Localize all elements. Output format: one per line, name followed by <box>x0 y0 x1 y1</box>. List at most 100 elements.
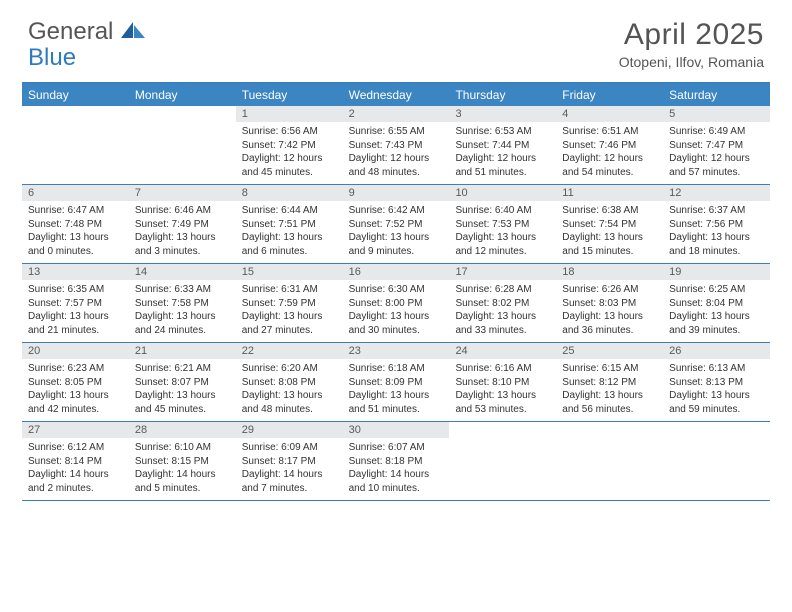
sunset-text: Sunset: 8:14 PM <box>28 455 123 469</box>
day-content: Sunrise: 6:37 AMSunset: 7:56 PMDaylight:… <box>663 201 770 262</box>
daylight-text-2: and 48 minutes. <box>242 403 337 417</box>
weekday-header: Tuesday <box>236 84 343 106</box>
day-content: Sunrise: 6:16 AMSunset: 8:10 PMDaylight:… <box>449 359 556 420</box>
daylight-text-2: and 54 minutes. <box>562 166 657 180</box>
daylight-text-1: Daylight: 13 hours <box>242 231 337 245</box>
sunrise-text: Sunrise: 6:15 AM <box>562 362 657 376</box>
day-content: Sunrise: 6:25 AMSunset: 8:04 PMDaylight:… <box>663 280 770 341</box>
sunset-text: Sunset: 8:05 PM <box>28 376 123 390</box>
day-content: Sunrise: 6:51 AMSunset: 7:46 PMDaylight:… <box>556 122 663 183</box>
sunset-text: Sunset: 7:42 PM <box>242 139 337 153</box>
logo: General <box>28 18 149 46</box>
daylight-text-1: Daylight: 12 hours <box>562 152 657 166</box>
day-number: 16 <box>343 264 450 280</box>
day-cell: 17Sunrise: 6:28 AMSunset: 8:02 PMDayligh… <box>449 264 556 342</box>
day-cell: 12Sunrise: 6:37 AMSunset: 7:56 PMDayligh… <box>663 185 770 263</box>
sunrise-text: Sunrise: 6:51 AM <box>562 125 657 139</box>
sunset-text: Sunset: 7:44 PM <box>455 139 550 153</box>
day-number: 28 <box>129 422 236 438</box>
day-cell: 6Sunrise: 6:47 AMSunset: 7:48 PMDaylight… <box>22 185 129 263</box>
daylight-text-1: Daylight: 13 hours <box>669 310 764 324</box>
day-cell: 4Sunrise: 6:51 AMSunset: 7:46 PMDaylight… <box>556 106 663 184</box>
daylight-text-1: Daylight: 12 hours <box>242 152 337 166</box>
day-number: 3 <box>449 106 556 122</box>
day-content: Sunrise: 6:42 AMSunset: 7:52 PMDaylight:… <box>343 201 450 262</box>
daylight-text-2: and 12 minutes. <box>455 245 550 259</box>
day-content: Sunrise: 6:09 AMSunset: 8:17 PMDaylight:… <box>236 438 343 499</box>
daylight-text-2: and 51 minutes. <box>455 166 550 180</box>
day-cell: 29Sunrise: 6:09 AMSunset: 8:17 PMDayligh… <box>236 422 343 500</box>
day-content: Sunrise: 6:46 AMSunset: 7:49 PMDaylight:… <box>129 201 236 262</box>
sunset-text: Sunset: 8:08 PM <box>242 376 337 390</box>
sunset-text: Sunset: 7:51 PM <box>242 218 337 232</box>
daylight-text-1: Daylight: 13 hours <box>28 231 123 245</box>
day-number: 25 <box>556 343 663 359</box>
daylight-text-2: and 30 minutes. <box>349 324 444 338</box>
day-cell: 21Sunrise: 6:21 AMSunset: 8:07 PMDayligh… <box>129 343 236 421</box>
weekday-header: Monday <box>129 84 236 106</box>
daylight-text-1: Daylight: 12 hours <box>669 152 764 166</box>
daylight-text-1: Daylight: 13 hours <box>669 389 764 403</box>
sunrise-text: Sunrise: 6:37 AM <box>669 204 764 218</box>
day-number: 18 <box>556 264 663 280</box>
week-row: 27Sunrise: 6:12 AMSunset: 8:14 PMDayligh… <box>22 422 770 501</box>
day-cell: 11Sunrise: 6:38 AMSunset: 7:54 PMDayligh… <box>556 185 663 263</box>
day-cell: 3Sunrise: 6:53 AMSunset: 7:44 PMDaylight… <box>449 106 556 184</box>
day-number: 12 <box>663 185 770 201</box>
daylight-text-2: and 7 minutes. <box>242 482 337 496</box>
sunset-text: Sunset: 8:07 PM <box>135 376 230 390</box>
day-number: 10 <box>449 185 556 201</box>
sunrise-text: Sunrise: 6:55 AM <box>349 125 444 139</box>
daylight-text-2: and 21 minutes. <box>28 324 123 338</box>
sunrise-text: Sunrise: 6:28 AM <box>455 283 550 297</box>
daylight-text-2: and 45 minutes. <box>135 403 230 417</box>
sunset-text: Sunset: 8:02 PM <box>455 297 550 311</box>
sunset-text: Sunset: 8:12 PM <box>562 376 657 390</box>
daylight-text-2: and 33 minutes. <box>455 324 550 338</box>
day-number: 11 <box>556 185 663 201</box>
day-number: 2 <box>343 106 450 122</box>
logo-text-blue: Blue <box>28 44 76 71</box>
sunrise-text: Sunrise: 6:38 AM <box>562 204 657 218</box>
sunset-text: Sunset: 8:04 PM <box>669 297 764 311</box>
daylight-text-1: Daylight: 13 hours <box>135 231 230 245</box>
daylight-text-2: and 56 minutes. <box>562 403 657 417</box>
calendar: SundayMondayTuesdayWednesdayThursdayFrid… <box>22 82 770 501</box>
sunset-text: Sunset: 8:17 PM <box>242 455 337 469</box>
sunrise-text: Sunrise: 6:16 AM <box>455 362 550 376</box>
sunset-text: Sunset: 8:18 PM <box>349 455 444 469</box>
sunrise-text: Sunrise: 6:47 AM <box>28 204 123 218</box>
day-cell: 20Sunrise: 6:23 AMSunset: 8:05 PMDayligh… <box>22 343 129 421</box>
sunset-text: Sunset: 8:15 PM <box>135 455 230 469</box>
day-content: Sunrise: 6:30 AMSunset: 8:00 PMDaylight:… <box>343 280 450 341</box>
sunrise-text: Sunrise: 6:07 AM <box>349 441 444 455</box>
location-text: Otopeni, Ilfov, Romania <box>619 54 764 70</box>
weekday-header: Wednesday <box>343 84 450 106</box>
sunset-text: Sunset: 8:10 PM <box>455 376 550 390</box>
daylight-text-1: Daylight: 14 hours <box>28 468 123 482</box>
day-cell: 14Sunrise: 6:33 AMSunset: 7:58 PMDayligh… <box>129 264 236 342</box>
sunrise-text: Sunrise: 6:46 AM <box>135 204 230 218</box>
sunset-text: Sunset: 7:56 PM <box>669 218 764 232</box>
daylight-text-1: Daylight: 13 hours <box>135 310 230 324</box>
daylight-text-1: Daylight: 13 hours <box>242 310 337 324</box>
daylight-text-2: and 0 minutes. <box>28 245 123 259</box>
weekday-header: Saturday <box>663 84 770 106</box>
day-content: Sunrise: 6:47 AMSunset: 7:48 PMDaylight:… <box>22 201 129 262</box>
day-cell: 9Sunrise: 6:42 AMSunset: 7:52 PMDaylight… <box>343 185 450 263</box>
sunset-text: Sunset: 7:57 PM <box>28 297 123 311</box>
sunrise-text: Sunrise: 6:31 AM <box>242 283 337 297</box>
daylight-text-1: Daylight: 13 hours <box>349 389 444 403</box>
day-number: 1 <box>236 106 343 122</box>
day-cell: 28Sunrise: 6:10 AMSunset: 8:15 PMDayligh… <box>129 422 236 500</box>
sunrise-text: Sunrise: 6:25 AM <box>669 283 764 297</box>
daylight-text-2: and 39 minutes. <box>669 324 764 338</box>
day-number: 22 <box>236 343 343 359</box>
week-row: 13Sunrise: 6:35 AMSunset: 7:57 PMDayligh… <box>22 264 770 343</box>
logo-text-general: General <box>28 18 113 46</box>
sunrise-text: Sunrise: 6:09 AM <box>242 441 337 455</box>
sunrise-text: Sunrise: 6:33 AM <box>135 283 230 297</box>
day-cell: 1Sunrise: 6:56 AMSunset: 7:42 PMDaylight… <box>236 106 343 184</box>
daylight-text-2: and 42 minutes. <box>28 403 123 417</box>
day-number: 30 <box>343 422 450 438</box>
